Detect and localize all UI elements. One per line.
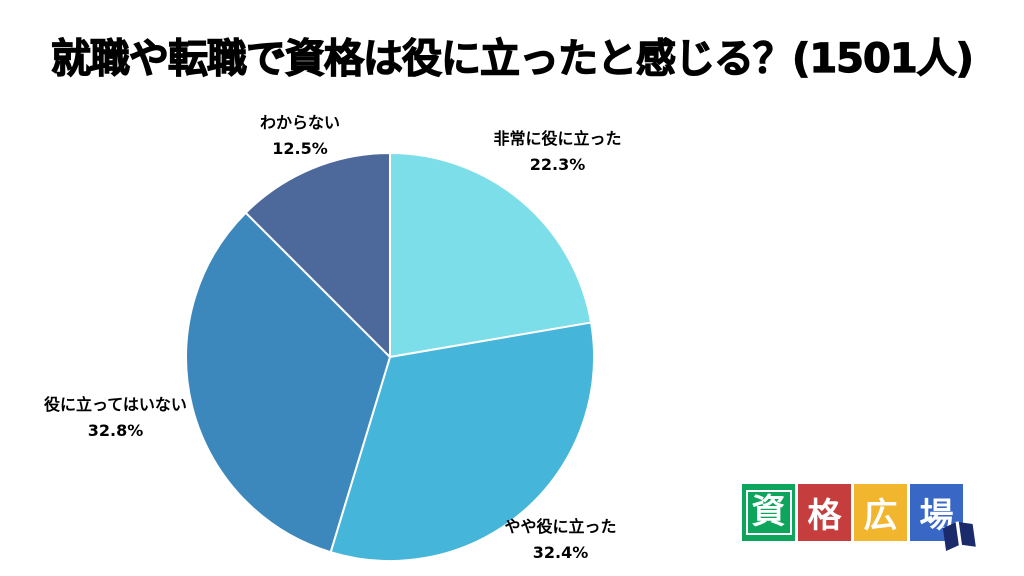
logo-tile-hiro: 広 — [854, 484, 907, 541]
pie-label-very-useful: 非常に役に立った 22.3% — [455, 126, 660, 179]
open-book-icon — [942, 521, 976, 551]
pie-label-value: 32.4% — [532, 543, 589, 563]
pie-label-text: 役に立ってはいない — [44, 395, 187, 414]
logo-tile-char: 広 — [863, 496, 898, 536]
pie-label-text: やや役に立った — [504, 517, 617, 536]
logo-tile-char: 資 — [745, 489, 792, 536]
pie-label-value: 22.3% — [529, 155, 586, 175]
pie-label-value: 32.8% — [87, 421, 144, 441]
pie-slice-1 — [329, 321, 595, 562]
logo-tile-shi: 資 — [742, 484, 795, 541]
pie-label-text: 非常に役に立った — [493, 129, 622, 148]
pie-label-not-useful: 役に立ってはいない 32.8% — [18, 392, 213, 445]
pie-label-value: 12.5% — [272, 139, 328, 159]
pie-slice-0 — [389, 152, 593, 358]
pie-slice-2 — [185, 211, 391, 554]
logo-tile-kaku: 格 — [798, 484, 851, 541]
pie-label-somewhat-useful: やや役に立った 32.4% — [458, 514, 663, 567]
page-title: 就職や転職で資格は役に立ったと感じる？(1501人) — [50, 35, 974, 82]
brand-logo: 資 格 広 場 — [742, 484, 976, 551]
logo-tile-char: 格 — [807, 496, 842, 536]
pie-label-text: わからない — [259, 113, 340, 132]
pie-slice-3 — [244, 152, 391, 358]
pie-label-dont-know: わからない 12.5% — [215, 110, 385, 163]
